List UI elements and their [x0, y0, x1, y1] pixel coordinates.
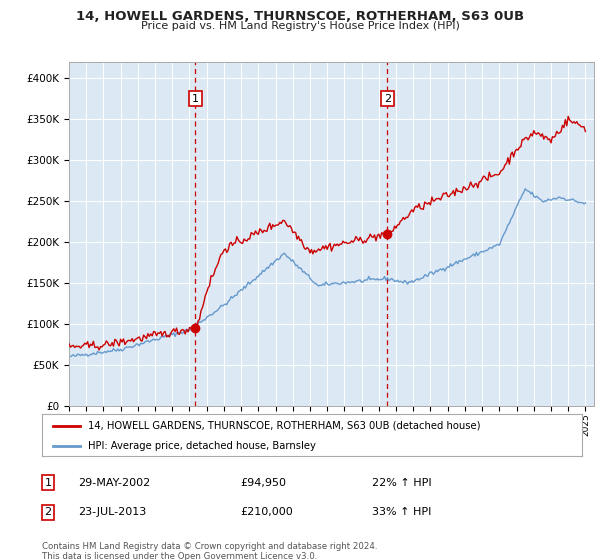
Text: 33% ↑ HPI: 33% ↑ HPI	[372, 507, 431, 517]
Text: Price paid vs. HM Land Registry's House Price Index (HPI): Price paid vs. HM Land Registry's House …	[140, 21, 460, 31]
Text: Contains HM Land Registry data © Crown copyright and database right 2024.
This d: Contains HM Land Registry data © Crown c…	[42, 542, 377, 560]
Text: 22% ↑ HPI: 22% ↑ HPI	[372, 478, 431, 488]
Text: 1: 1	[192, 94, 199, 104]
Text: £94,950: £94,950	[240, 478, 286, 488]
Text: 29-MAY-2002: 29-MAY-2002	[78, 478, 150, 488]
Text: 14, HOWELL GARDENS, THURNSCOE, ROTHERHAM, S63 0UB (detached house): 14, HOWELL GARDENS, THURNSCOE, ROTHERHAM…	[88, 421, 481, 431]
Text: £210,000: £210,000	[240, 507, 293, 517]
Text: 23-JUL-2013: 23-JUL-2013	[78, 507, 146, 517]
Text: 2: 2	[44, 507, 52, 517]
Text: 2: 2	[384, 94, 391, 104]
Text: 14, HOWELL GARDENS, THURNSCOE, ROTHERHAM, S63 0UB: 14, HOWELL GARDENS, THURNSCOE, ROTHERHAM…	[76, 10, 524, 23]
Text: HPI: Average price, detached house, Barnsley: HPI: Average price, detached house, Barn…	[88, 441, 316, 451]
Text: 1: 1	[44, 478, 52, 488]
